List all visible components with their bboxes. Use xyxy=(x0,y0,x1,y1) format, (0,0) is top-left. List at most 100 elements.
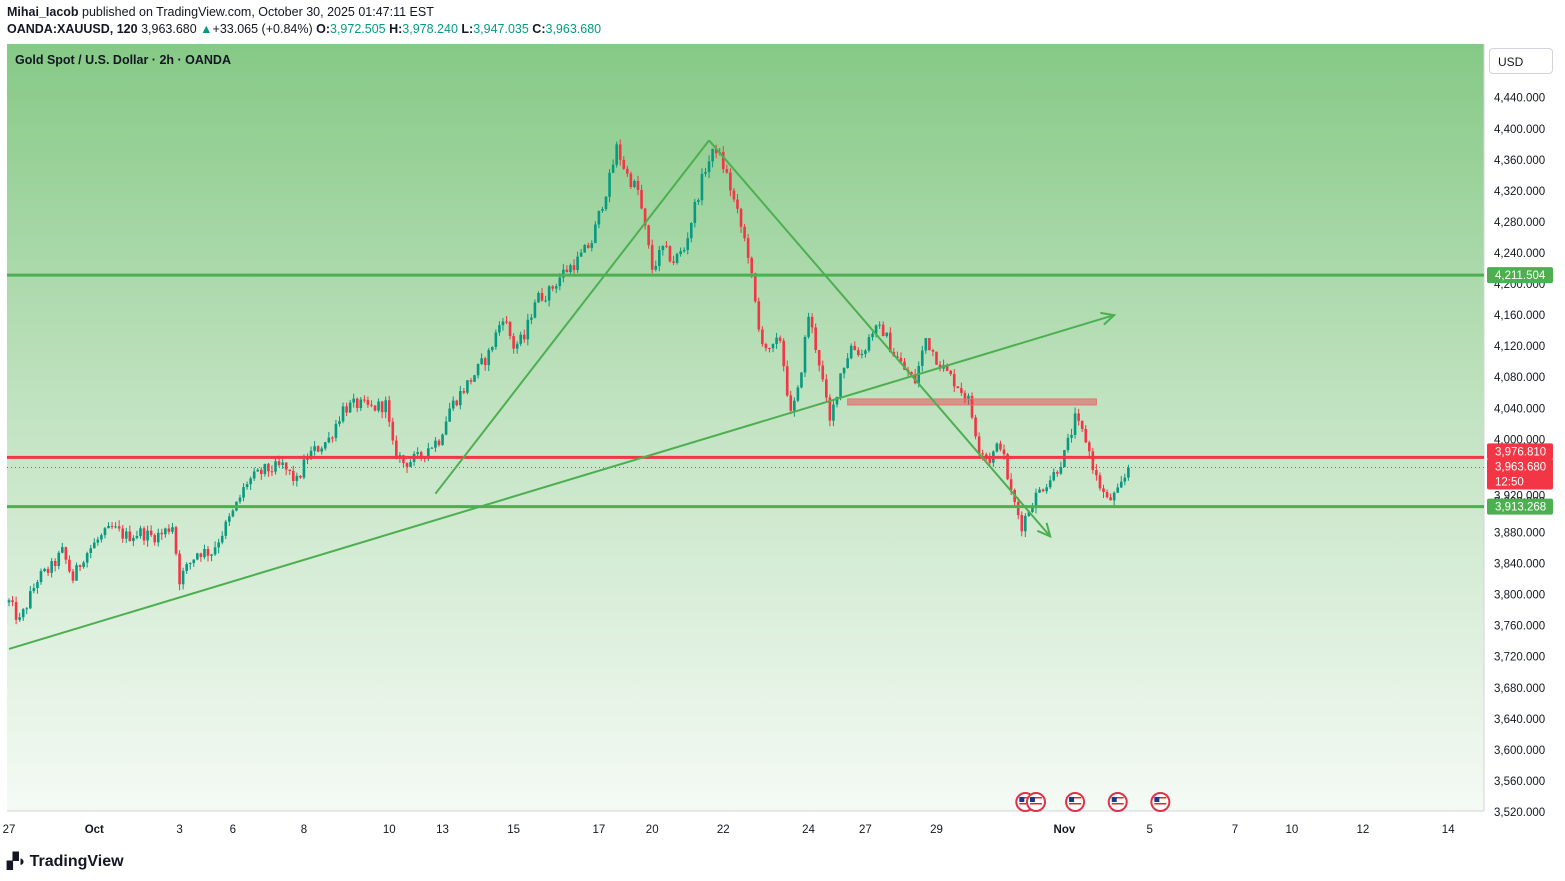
candle xyxy=(689,222,693,243)
candle xyxy=(434,437,437,452)
x-axis[interactable]: 27 Oct 3 6 8 10 13 15 17 20 22 24 27 29 Nov 5 7 10 12 14 xyxy=(3,824,1456,836)
candle xyxy=(551,284,555,292)
candle-body xyxy=(970,395,974,418)
candle-body xyxy=(11,600,14,603)
candle xyxy=(807,312,810,339)
candle xyxy=(1077,408,1080,426)
x-tick-label: 7 xyxy=(1232,824,1238,836)
candle xyxy=(537,291,540,303)
tradingview-logo[interactable]: ▞◗ TradingView xyxy=(7,852,124,871)
flag-stripe xyxy=(1019,800,1032,802)
currency-button[interactable]: USD xyxy=(1489,48,1553,74)
candle-body xyxy=(128,531,132,542)
candle xyxy=(352,393,355,408)
candle xyxy=(888,327,892,353)
candle-body xyxy=(50,560,53,573)
candle xyxy=(196,552,199,561)
chart-title: Gold Spot / U.S. Dollar · 2h · OANDA xyxy=(15,53,231,67)
x-tick-label: 27 xyxy=(3,824,16,836)
candle-body xyxy=(416,452,419,454)
candle xyxy=(928,338,931,351)
candle-body xyxy=(814,327,817,351)
flag-icon-3[interactable] xyxy=(1065,792,1086,812)
y-tick-label: 4,120.000 xyxy=(1494,341,1545,353)
candle-body xyxy=(984,454,988,457)
candle xyxy=(274,456,277,475)
author-name[interactable]: Mihai_Iacob xyxy=(7,5,79,19)
flag-stripe xyxy=(1029,800,1042,802)
candle xyxy=(785,360,789,397)
y-tick-label: 4,240.000 xyxy=(1494,248,1545,260)
candle-body xyxy=(828,397,832,421)
candle-body xyxy=(864,350,867,354)
candle xyxy=(57,550,61,570)
candle-body xyxy=(487,350,491,366)
candle xyxy=(640,184,643,210)
candle xyxy=(135,530,139,540)
zigzag-up-leg xyxy=(434,139,710,495)
candle xyxy=(18,612,21,622)
y-tick-label: 3,760.000 xyxy=(1494,621,1545,633)
candle-body xyxy=(21,609,25,618)
candle xyxy=(753,272,757,304)
flag-icon-5[interactable] xyxy=(1150,792,1171,812)
flag-stripe xyxy=(1029,803,1042,805)
flag-icon-2[interactable] xyxy=(1025,792,1046,812)
candle-body xyxy=(199,553,203,558)
flag-stripe xyxy=(1154,797,1167,799)
event-icons[interactable] xyxy=(1015,792,1171,812)
candle xyxy=(800,372,803,389)
candle xyxy=(949,369,953,376)
candle-body xyxy=(316,446,320,452)
high-value: 3,978.240 xyxy=(402,22,458,36)
candle xyxy=(156,528,160,547)
flag-stripe xyxy=(1029,797,1042,799)
flag-icon-4[interactable] xyxy=(1107,792,1128,812)
candle-body xyxy=(721,151,725,170)
candle xyxy=(85,551,89,568)
candle-body xyxy=(309,450,313,459)
candle-body xyxy=(544,300,547,302)
candle xyxy=(505,316,508,325)
candle-body xyxy=(291,470,295,482)
flag-stripe xyxy=(1111,797,1124,799)
candle-body xyxy=(476,363,480,376)
candle-body xyxy=(675,254,679,263)
support-price-label-bg xyxy=(1487,498,1553,515)
candle-body xyxy=(167,528,171,532)
candle-body xyxy=(1109,497,1112,501)
last-price-label-text: 3,963.680 xyxy=(1495,462,1546,474)
candle-body xyxy=(757,301,761,330)
candle xyxy=(626,165,629,177)
candle xyxy=(82,560,85,569)
candle-body xyxy=(594,224,597,244)
candle-body xyxy=(931,350,935,352)
candle xyxy=(117,520,121,532)
candle-body xyxy=(658,250,661,266)
candle xyxy=(1087,440,1091,458)
candle-body xyxy=(295,475,299,482)
candle xyxy=(569,263,572,275)
flag-ring xyxy=(1107,792,1128,812)
candle xyxy=(21,608,25,621)
x-tick-label: 14 xyxy=(1442,824,1455,836)
y-tick-label: 3,640.000 xyxy=(1494,714,1545,726)
candle xyxy=(864,349,867,358)
candle xyxy=(1080,420,1084,433)
rising-trendline-arrowhead xyxy=(1100,311,1117,326)
x-tick-label: 12 xyxy=(1357,824,1370,836)
candle-body xyxy=(377,401,380,411)
candle xyxy=(817,349,821,372)
candle-body xyxy=(451,400,455,409)
candle-body xyxy=(430,447,434,449)
candle xyxy=(39,568,43,585)
y-tick-label: 3,720.000 xyxy=(1494,652,1545,664)
x-tick-label: 3 xyxy=(176,824,182,836)
candle-body xyxy=(956,386,960,389)
candle-body xyxy=(153,535,156,543)
candle-body xyxy=(274,461,277,472)
symbol-label[interactable]: OANDA:XAUUSD, 120 xyxy=(7,22,138,36)
candle xyxy=(181,567,185,590)
candle-body xyxy=(252,471,256,479)
